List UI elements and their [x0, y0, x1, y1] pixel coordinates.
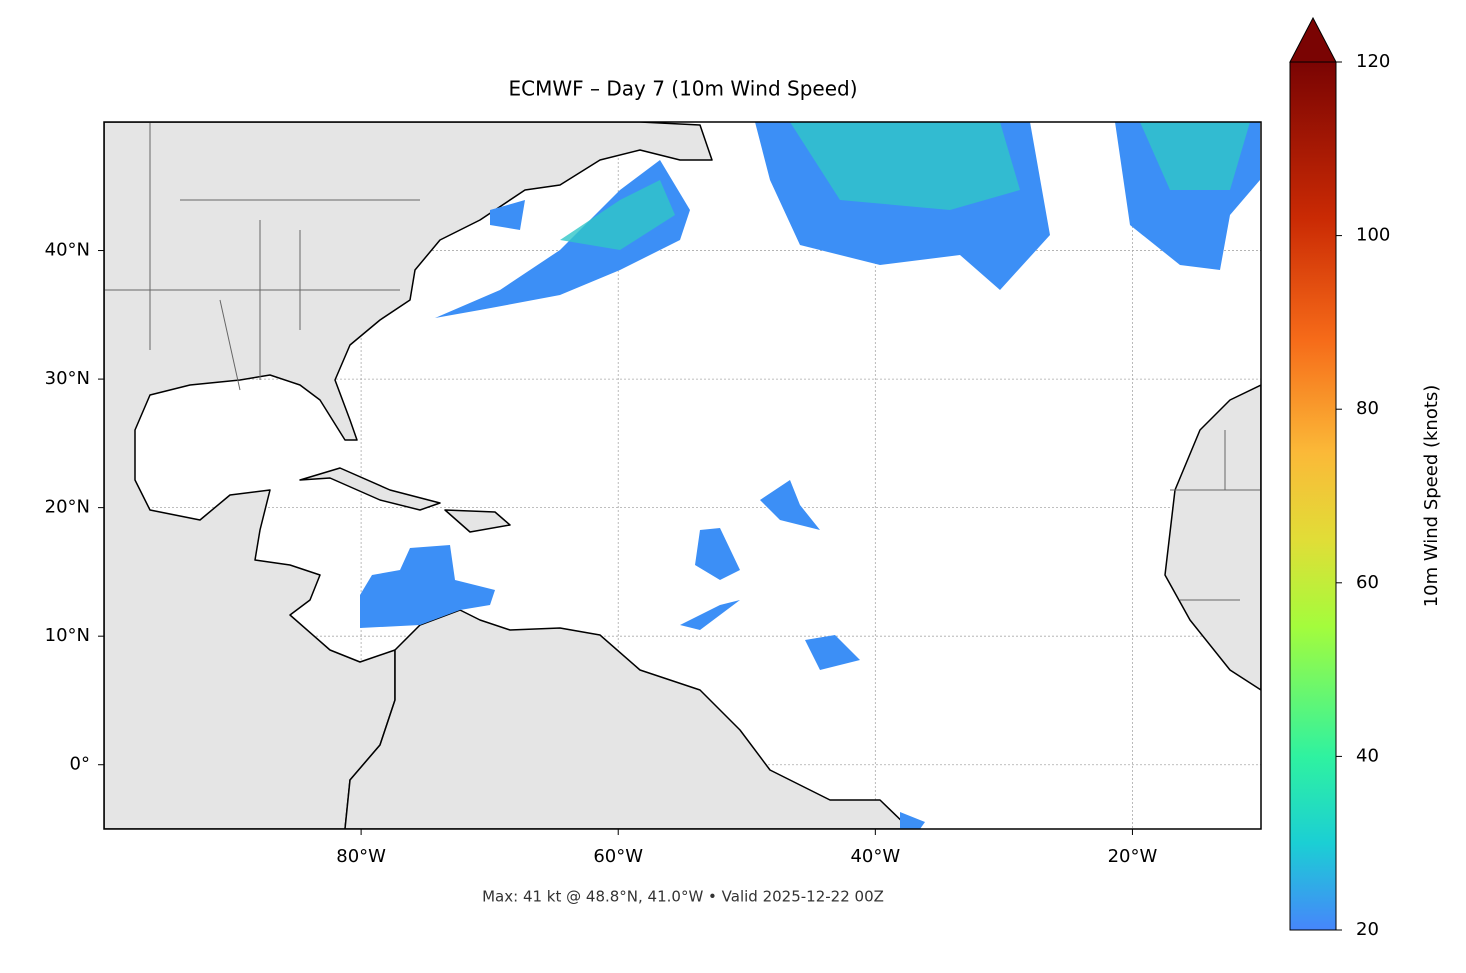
africa [1164, 384, 1261, 691]
colorbar-tick-label: 100 [1356, 225, 1390, 246]
colorbar-tick-label: 60 [1356, 572, 1379, 593]
wind-patch [1140, 122, 1250, 190]
cuba [299, 467, 441, 511]
wind-patch [360, 545, 495, 628]
colorbar-tick-label: 40 [1356, 745, 1379, 766]
x-tick-label: 80°W [336, 846, 386, 867]
colorbar: 10m Wind Speed (knots) 20 40 60 80 100 120 [1289, 16, 1442, 940]
colorbar-extend [1289, 16, 1337, 63]
hispaniola [444, 509, 511, 533]
colorbar-tick-label: 20 [1356, 919, 1379, 940]
x-tick-label: 60°W [593, 846, 643, 867]
state-borders [104, 122, 1261, 601]
x-tick-label: 20°W [1108, 846, 1158, 867]
y-tick-label: 0° [70, 754, 90, 775]
axes: 80°W 60°W 40°W 20°W 0° 10°N 20°N 30°N 40°N [45, 240, 1158, 867]
north-america [104, 122, 713, 829]
colorbar-gradient [1290, 62, 1336, 930]
footer-note: Max: 41 kt @ 48.8°N, 41.0°W • Valid 2025… [482, 888, 884, 906]
y-tick-label: 20°N [45, 497, 90, 518]
x-tick-label: 40°W [850, 846, 900, 867]
y-tick-label: 40°N [45, 240, 90, 261]
y-tick-label: 30°N [45, 368, 90, 389]
colorbar-label: 10m Wind Speed (knots) [1421, 385, 1442, 608]
y-tick-label: 10°N [45, 625, 90, 646]
colorbar-tick-label: 120 [1356, 51, 1390, 72]
map-layers [104, 122, 1261, 829]
wind-patch [790, 122, 1020, 210]
colorbar-tick-label: 80 [1356, 398, 1379, 419]
map-frame [103, 121, 1262, 830]
chart-title: ECMWF – Day 7 (10m Wind Speed) [509, 77, 858, 101]
south-america [344, 609, 911, 829]
colorbar-frame [1289, 61, 1337, 931]
wind-patch [560, 180, 675, 250]
